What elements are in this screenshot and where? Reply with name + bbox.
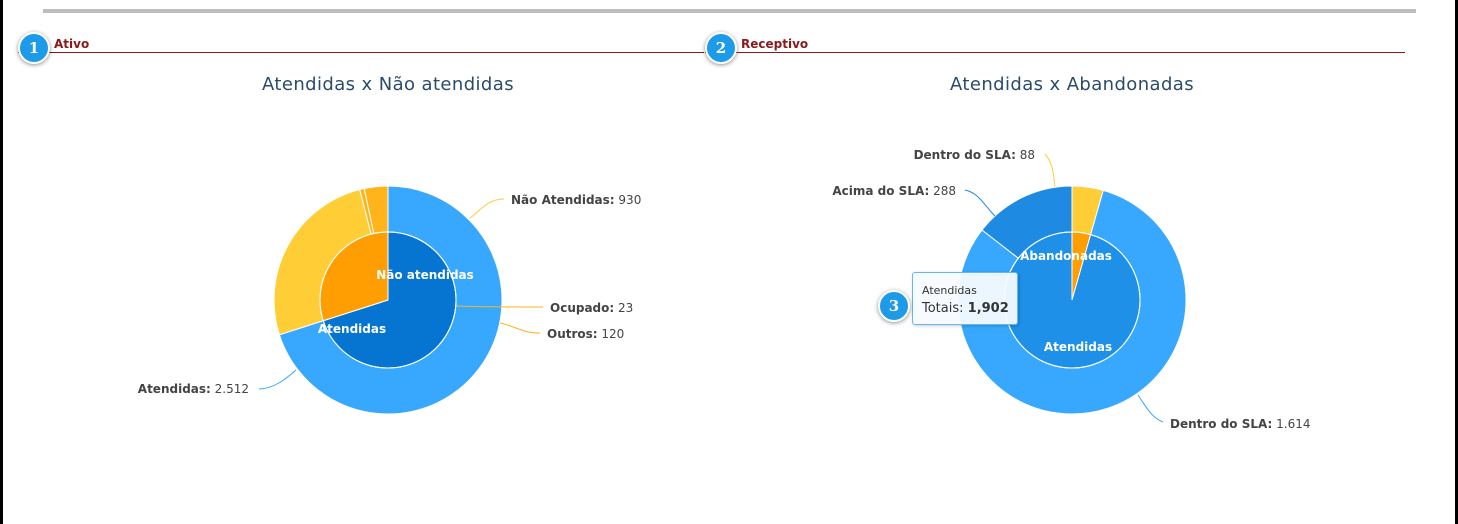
label-value: 288	[929, 184, 956, 198]
label-value: 930	[615, 193, 642, 207]
outer-label-ocupado: Ocupado: 23	[550, 301, 633, 315]
label-key: Acima do SLA:	[832, 184, 929, 198]
outer-label-acima-do-sla: Acima do SLA: 288	[832, 184, 956, 198]
section-header-receptivo: 2 Receptivo	[705, 30, 1405, 64]
inner-label-nao-atendidas: Não atendidas	[376, 268, 474, 282]
label-connector-dentro-do-sla	[1044, 153, 1056, 189]
tooltip-value: 1,902	[967, 301, 1009, 316]
label-value: 88	[1016, 148, 1035, 162]
label-value: 120	[598, 327, 625, 341]
outer-label-outros: Outros: 120	[547, 327, 624, 341]
step-badge-2: 2	[705, 32, 737, 64]
label-connector-nao-atendidas	[469, 198, 505, 219]
chart-title: Atendidas x Não atendidas	[262, 74, 514, 95]
tooltip-series: Atendidas	[922, 284, 977, 297]
inner-label-atendidas: Atendidas	[318, 322, 386, 336]
label-connector-atendidas	[258, 369, 297, 390]
window-right-border	[1455, 0, 1458, 524]
label-value: 23	[614, 301, 633, 315]
label-key: Outros:	[547, 327, 598, 341]
outer-label-dentro-do-sla: Dentro do SLA: 1.614	[1170, 417, 1311, 431]
label-connector-ocupado	[456, 305, 544, 308]
section-header-ativo: 1 Ativo	[18, 30, 704, 64]
chart-tooltip: Atendidas Totais: 1,902	[912, 272, 1018, 325]
tooltip-line: Totais: 1,902	[922, 301, 1009, 316]
label-connector-acima-do-sla	[964, 189, 996, 217]
label-key: Dentro do SLA:	[1170, 417, 1272, 431]
outer-label-dentro-do-sla: Dentro do SLA: 88	[914, 148, 1035, 162]
label-value: 1.614	[1272, 417, 1310, 431]
section-label-receptivo: Receptivo	[741, 37, 809, 51]
outer-label-nao-atendidas: Não Atendidas: 930	[511, 193, 641, 207]
label-key: Não Atendidas:	[511, 193, 615, 207]
label-value: 2.512	[211, 382, 249, 396]
tooltip-key: Totais:	[922, 301, 964, 316]
top-divider	[43, 9, 1416, 13]
chart-title: Atendidas x Abandonadas	[950, 74, 1194, 95]
step-badge-3: 3	[878, 290, 910, 322]
outer-label-atendidas: Atendidas: 2.512	[138, 382, 249, 396]
label-key: Dentro do SLA:	[914, 148, 1016, 162]
inner-label-atendidas: Atendidas	[1044, 340, 1112, 354]
inner-label-abandonadas: Abandonadas	[1020, 249, 1112, 263]
step-badge-1: 1	[18, 32, 50, 64]
inner-ring-border	[319, 231, 457, 369]
section-label-ativo: Ativo	[54, 37, 90, 51]
label-key: Ocupado:	[550, 301, 614, 315]
label-key: Atendidas:	[138, 382, 211, 396]
window-left-border	[0, 0, 3, 524]
label-connector-dentro-do-sla	[1137, 394, 1164, 423]
label-connector-outros	[499, 322, 541, 334]
